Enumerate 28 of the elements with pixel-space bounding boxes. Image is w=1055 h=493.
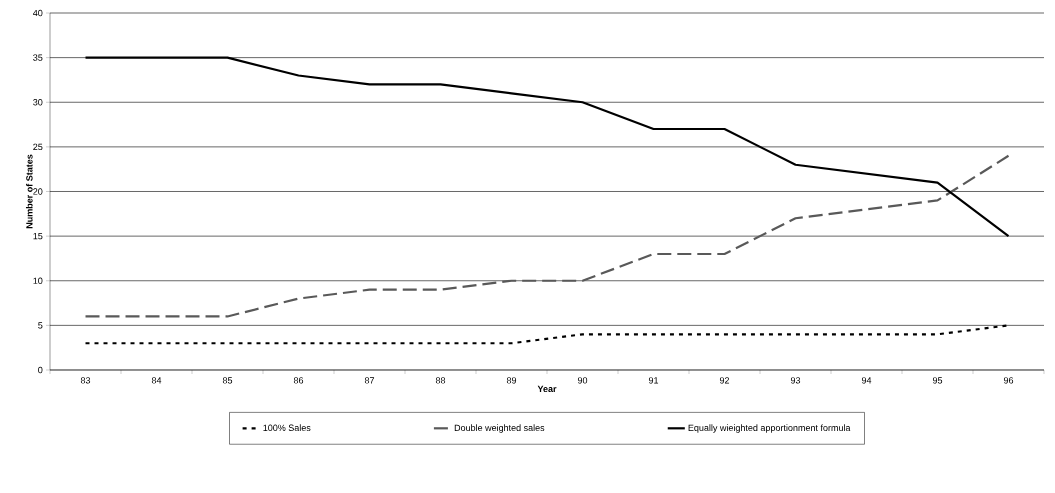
x-tick-label: 85 [222,377,233,384]
x-tick-label: 90 [577,377,588,384]
x-tick-label: 96 [1003,377,1014,384]
x-tick-label: 86 [293,377,304,384]
y-axis-title: Number of States [25,154,33,229]
x-tick-label: 83 [80,377,91,384]
y-tick-label: 30 [33,99,43,106]
x-tick-label: 88 [435,377,446,384]
y-tick-label: 0 [38,366,43,374]
x-tick-label: 92 [719,377,730,384]
y-tick-label: 40 [33,9,43,17]
x-tick-label: 91 [648,377,659,384]
y-tick-label: 25 [33,143,43,151]
y-tick-label: 15 [33,232,43,240]
legend-label: Equally wieighted apportionment formula [688,424,851,433]
x-tick-label: 84 [151,377,162,384]
legend-label: Double weighted sales [454,424,545,433]
x-tick-label: 87 [364,377,375,384]
x-axis-title: Year [537,385,557,393]
x-tick-label: 94 [861,377,872,384]
x-tick-label: 95 [932,377,943,384]
y-tick-label: 10 [33,277,43,284]
y-tick-label: 20 [33,188,43,195]
y-tick-label: 35 [33,54,43,61]
x-tick-label: 93 [790,377,801,384]
legend-label: 100% Sales [263,424,311,431]
x-tick-label: 89 [506,377,517,384]
y-tick-label: 5 [38,322,43,329]
